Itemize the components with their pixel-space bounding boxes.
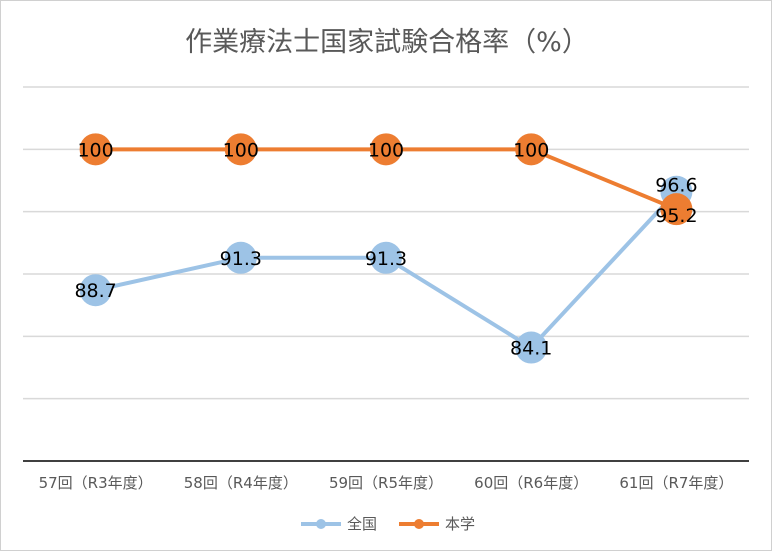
x-tick-label: 61回（R7年度） — [619, 474, 733, 492]
data-label: 96.6 — [655, 175, 697, 197]
data-label: 100 — [513, 139, 549, 161]
x-tick-label: 60回（R6年度） — [474, 474, 588, 492]
data-label: 91.3 — [365, 248, 407, 270]
x-tick-label: 57回（R3年度） — [39, 474, 153, 492]
data-point — [224, 133, 257, 166]
legend-label: 全国 — [347, 515, 377, 533]
series-layer — [79, 133, 693, 364]
data-point — [660, 193, 693, 226]
data-label: 91.3 — [220, 248, 262, 270]
data-point — [515, 133, 548, 166]
x-tick-label: 59回（R5年度） — [329, 474, 443, 492]
data-label: 100 — [368, 139, 404, 161]
data-label: 95.2 — [655, 205, 697, 227]
data-point — [370, 133, 402, 166]
data-labels: 88.7 91.3 91.3 84.1 96.6 100 100 100 100 95.2 — [74, 139, 697, 359]
legend-label: 本学 — [445, 515, 475, 533]
legend-swatch-marker — [316, 519, 326, 529]
data-point — [515, 331, 548, 364]
x-axis-ticks: 57回（R3年度） 58回（R4年度） 59回（R5年度） 60回（R6年度） 61回（… — [39, 474, 734, 492]
data-label: 100 — [223, 139, 259, 161]
data-label: 100 — [77, 139, 113, 161]
data-label: 88.7 — [74, 280, 116, 302]
data-point — [224, 241, 257, 274]
x-tick-label: 58回（R4年度） — [184, 474, 298, 492]
legend-swatch-marker — [414, 519, 424, 529]
data-point — [79, 274, 112, 307]
data-label: 84.1 — [510, 338, 552, 360]
legend: 全国 本学 — [301, 515, 475, 533]
data-point — [79, 133, 112, 166]
data-point — [370, 241, 402, 274]
chart-title: 作業療法士国家試験合格率（%） — [185, 27, 589, 58]
